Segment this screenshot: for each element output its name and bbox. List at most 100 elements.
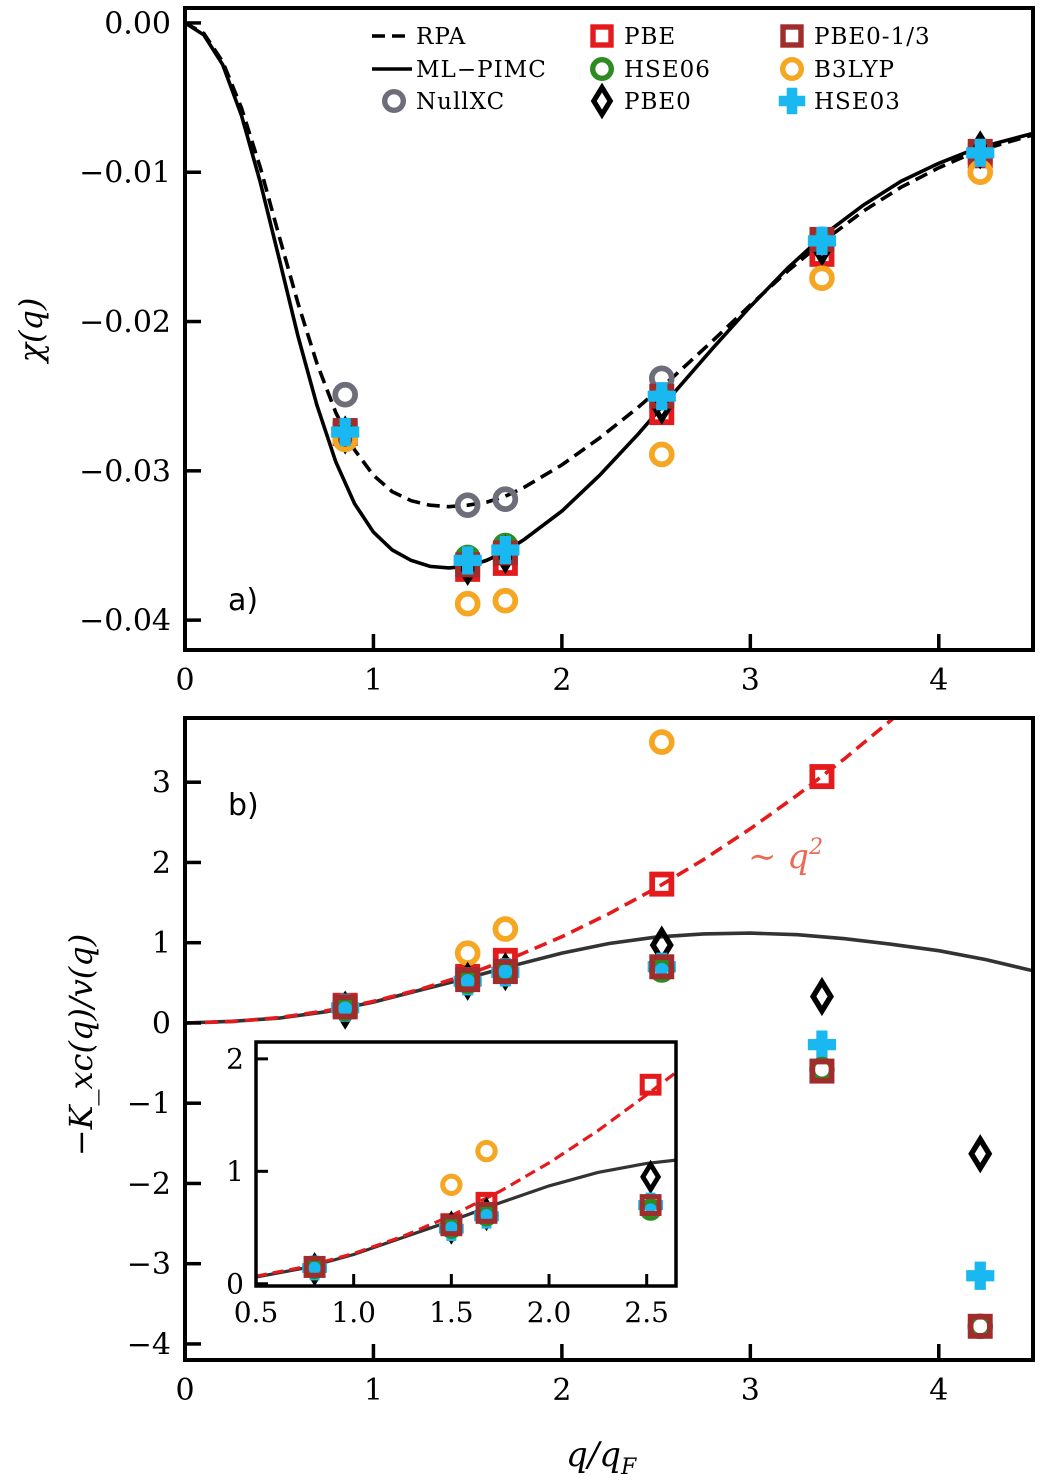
panel-b-inset-ytick-label-1: 1 — [226, 1155, 244, 1188]
panel-b-inset-point-pbe0-1-3-1 — [440, 1214, 463, 1237]
panel-a: 0 1 2 3 4 0.00 −0.01 −0.02 −0.03 −0.04 a) χ(q) RP… — [12, 6, 1035, 698]
panel-b-inset-point-pbe-3 — [639, 1073, 662, 1096]
panel-a-xtick-label-0: 0 — [175, 663, 194, 698]
panel-b-inset-point-pbe0-1-3-0 — [303, 1255, 326, 1278]
panel-b-inset-xtick-label-3: 2.0 — [527, 1296, 572, 1329]
inset: 0.5 1.0 1.5 2.0 2.5 0 1 2 — [226, 1040, 678, 1329]
legend-item-hse06: HSE06 — [590, 57, 711, 83]
panel-b-xtick-label-1: 1 — [364, 1373, 383, 1408]
panel-b-point-hse03-4 — [807, 1030, 837, 1059]
legend-item-ml-pimc: ML−PIMC — [372, 57, 547, 83]
panel-b-inset-point-b3lyp-1 — [440, 1173, 463, 1197]
inset-frame — [254, 1040, 678, 1288]
legend-item-rpa: RPA — [372, 24, 466, 50]
panel-a-point-b3lyp-3 — [648, 441, 675, 468]
panel-a-plot — [185, 21, 1033, 617]
inset-background — [256, 1042, 676, 1286]
panel-b-inset-point-pbe0-3 — [640, 1159, 662, 1195]
panel-b-ytick-label-7: −4 — [127, 1327, 171, 1362]
panel-b-xtick-label-2: 2 — [552, 1373, 571, 1408]
legend-item-pbe0: PBE0 — [590, 82, 692, 120]
panel-a-point-b3lyp-4 — [809, 265, 835, 292]
legend-item-b3lyp: B3LYP — [780, 57, 895, 83]
panel-b-inset-point-pbe0-1-3-2 — [475, 1201, 498, 1224]
panel-b-point-pbe0-1-3-3 — [649, 954, 675, 980]
panel-b-point-pbe0-1-3-5 — [967, 1313, 993, 1339]
panel-b-inset-xtick-label-0: 0.5 — [234, 1296, 279, 1329]
panel-a-frame — [183, 6, 1035, 652]
panel-b-xtick-label-0: 0 — [175, 1373, 194, 1408]
panel-b-ytick-label-5: −2 — [127, 1167, 171, 1202]
panel-a-point-nullxc-1 — [454, 492, 481, 518]
panel-a-point-hse03-2 — [491, 535, 520, 565]
panel-b-point-pbe0-5 — [968, 1134, 993, 1174]
legend-swatch-pbe — [590, 24, 614, 48]
panel-a-point-hse03-5 — [966, 138, 995, 167]
panel-b-ytick-label-1: 2 — [152, 846, 171, 881]
panel-b-inset-xtick-label-1: 1.0 — [331, 1296, 376, 1329]
panel-b-xtick-label-3: 3 — [741, 1373, 760, 1408]
panel-a-xtick-label-2: 2 — [552, 663, 571, 698]
legend-label-nullxc: NullXC — [416, 89, 505, 115]
panel-b-point-pbe0-1-3-2 — [492, 959, 518, 985]
panel-b-point-b3lyp-2 — [492, 916, 519, 942]
legend-label-rpa: RPA — [416, 24, 466, 50]
panel-b-frame — [183, 716, 1035, 1362]
legend: RPA ML−PIMC NullXC PBE HSE06 PBE0 PBE0-1/3 B3LY… — [372, 24, 930, 120]
panel-b-line-ml-pimc — [185, 931, 1033, 1025]
panel-a-ytick-label-2: −0.02 — [79, 305, 171, 340]
panel-b-point-pbe0-1-3-0 — [332, 994, 358, 1020]
panel-a-point-nullxc-0 — [332, 381, 358, 408]
panel-b-ytick-label-2: 1 — [152, 926, 171, 961]
legend-item-pbe: PBE — [590, 24, 676, 50]
x-axis-label: q/qF — [566, 1435, 637, 1480]
panel-a-point-hse03-4 — [807, 226, 837, 256]
panel-b-point-pbe0-1-3-4 — [809, 1058, 835, 1084]
panel-a-point-b3lyp-1 — [454, 590, 481, 617]
legend-label-pbe: PBE — [624, 24, 676, 50]
panel-b-inset-point-hse03-1 — [438, 1216, 464, 1242]
panel-b-point-hse03-2 — [491, 958, 520, 987]
panel-b-inset-xtick-label-4: 2.5 — [624, 1296, 669, 1329]
panel-a-ytick-label-3: −0.03 — [79, 454, 171, 489]
panel-a-ticks: 0 1 2 3 4 0.00 −0.01 −0.02 −0.03 −0.04 — [79, 6, 948, 698]
panel-a-point-nullxc-2 — [492, 486, 519, 513]
legend-item-pbe0-1-3: PBE0-1/3 — [780, 24, 930, 50]
inset-ticks: 0.5 1.0 1.5 2.0 2.5 0 1 2 — [226, 1043, 669, 1329]
panel-b-ytick-label-0: 3 — [152, 766, 171, 801]
panel-a-data — [185, 21, 1033, 617]
legend-label-hse06: HSE06 — [624, 57, 711, 83]
panel-a-point-hse03-3 — [647, 382, 676, 411]
panel-b-point-hse03-5 — [966, 1261, 995, 1290]
panel-b-point-b3lyp-1 — [454, 940, 481, 966]
legend-label-hse03: HSE03 — [814, 89, 901, 115]
panel-b-ytick-label-6: −3 — [127, 1247, 171, 1282]
panel-a-ylabel: χ(q) — [12, 298, 50, 365]
panel-b-point-pbe-3 — [649, 871, 675, 897]
panel-b-ylabel: −K_xc(q)/v(q) — [62, 934, 100, 1156]
panel-b-ytick-label-3: 0 — [152, 1006, 171, 1041]
panel-b-ticks: 0 1 2 3 4 3 2 1 0 −1 −2 −3 −4 — [127, 766, 949, 1408]
panel-a-ytick-label-0: 0.00 — [104, 6, 171, 41]
panel-b-inset-point-hse03-2 — [474, 1203, 499, 1229]
panel-a-xtick-label-3: 3 — [741, 663, 760, 698]
legend-swatch-pbe0-1-3 — [780, 24, 804, 48]
panel-b-point-pbe-4 — [809, 764, 835, 790]
legend-swatch-b3lyp — [780, 57, 805, 82]
panel-a-point-hse03-1 — [453, 546, 482, 575]
panel-b-point-b3lyp-3 — [648, 729, 675, 755]
legend-label-b3lyp: B3LYP — [814, 57, 895, 83]
legend-label-pbe0: PBE0 — [624, 89, 692, 115]
legend-item-hse03: HSE03 — [778, 87, 901, 115]
panel-b-point-pbe0-4 — [809, 976, 834, 1017]
q2-annotation: ∼ q2 — [748, 835, 823, 877]
panel-b-ytick-label-4: −1 — [127, 1087, 171, 1122]
panel-a-xtick-label-1: 1 — [364, 663, 383, 698]
panel-a-point-b3lyp-2 — [492, 587, 519, 614]
legend-label-ml-pimc: ML−PIMC — [416, 57, 547, 83]
panel-b-label: b) — [228, 788, 259, 823]
panel-a-xtick-label-4: 4 — [929, 663, 948, 698]
panel-a-ytick-label-4: −0.04 — [79, 604, 171, 639]
